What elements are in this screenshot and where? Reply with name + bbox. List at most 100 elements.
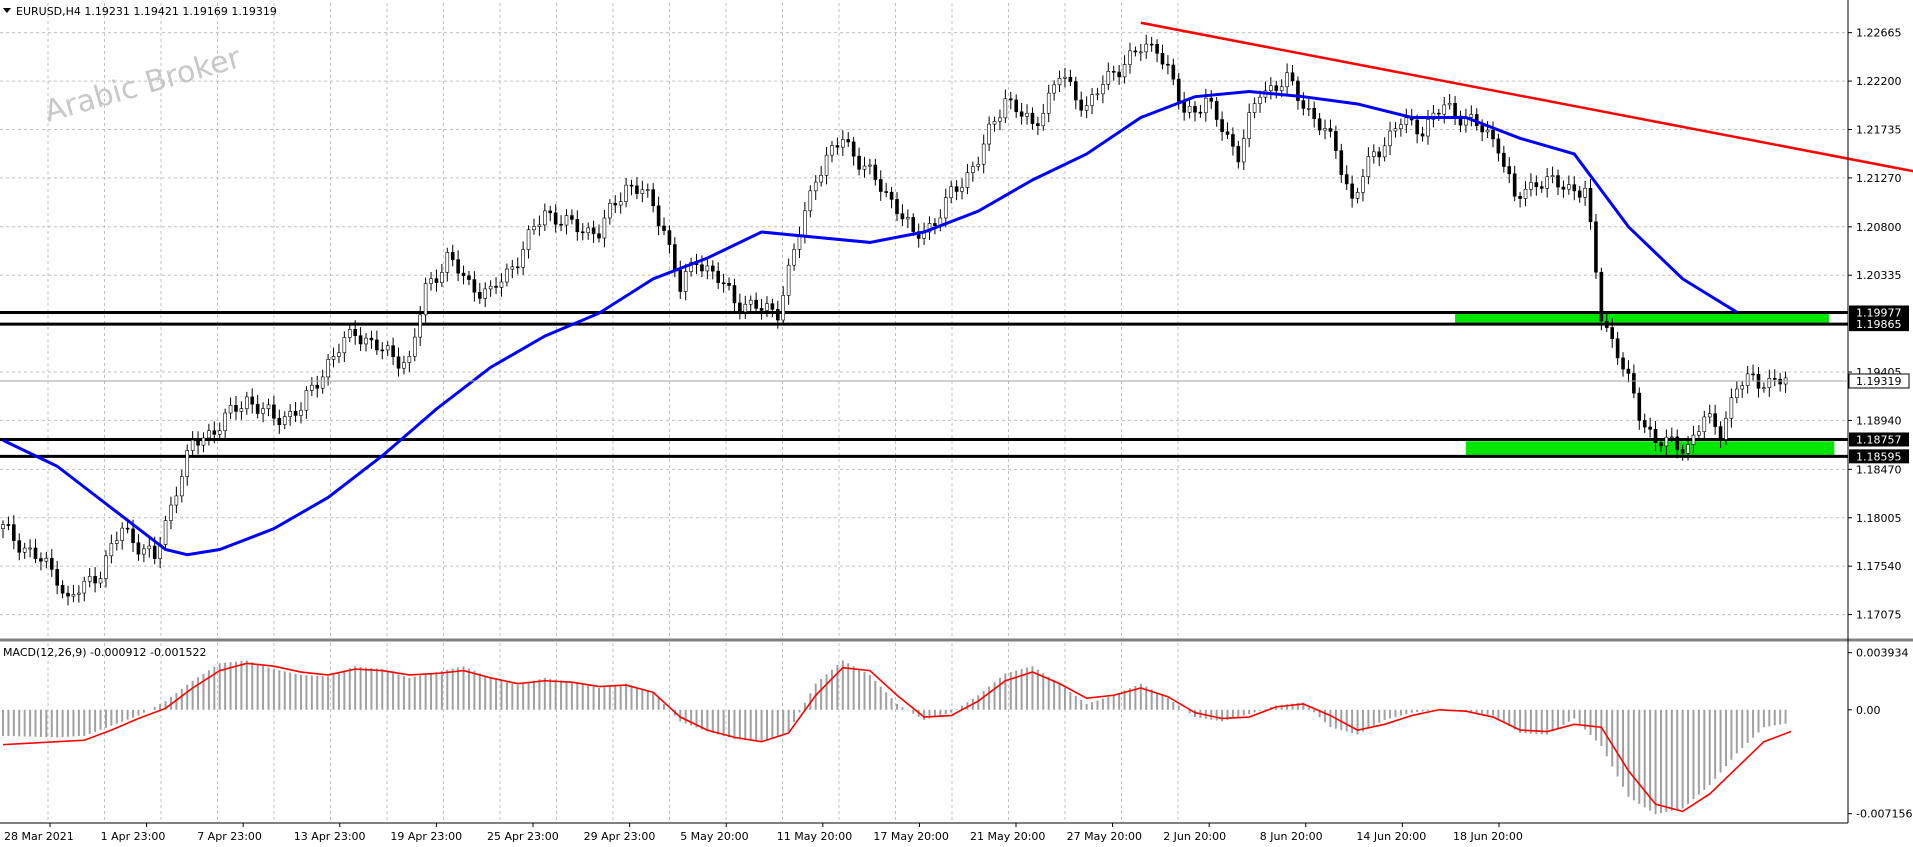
candle-body xyxy=(1355,192,1360,199)
x-tick-label: 25 Apr 23:00 xyxy=(487,830,559,843)
candle-body xyxy=(1599,271,1604,322)
candle-body xyxy=(656,205,661,227)
dropdown-triangle-icon[interactable] xyxy=(3,8,11,13)
candle-body xyxy=(1762,387,1766,390)
candle-body xyxy=(618,201,623,206)
candle-body xyxy=(1025,112,1029,117)
candle-body xyxy=(412,336,417,357)
candle-body xyxy=(483,288,488,299)
candle-body xyxy=(998,117,1002,122)
candle-body xyxy=(391,345,395,358)
candle-body xyxy=(331,356,336,360)
candle-body xyxy=(169,504,173,521)
candle-body xyxy=(1399,124,1403,130)
candle-body xyxy=(1437,112,1441,115)
candle-body xyxy=(180,476,184,497)
candle-body xyxy=(564,215,569,226)
candle-body xyxy=(207,430,211,439)
grid xyxy=(0,3,1848,823)
candle-body xyxy=(635,185,639,194)
candle-body xyxy=(1523,188,1528,199)
candle-body xyxy=(1036,123,1040,127)
candle-body xyxy=(1594,221,1598,273)
x-tick-label: 7 Apr 23:00 xyxy=(197,830,262,843)
candle-body xyxy=(1642,420,1647,428)
candle-body xyxy=(1583,187,1587,198)
candle-body xyxy=(1539,186,1544,189)
candle-body xyxy=(1724,418,1728,440)
candle-body xyxy=(1079,99,1084,111)
x-tick-label: 13 Apr 23:00 xyxy=(294,830,366,843)
candle-body xyxy=(1577,190,1582,198)
candle-body xyxy=(1361,176,1365,193)
candle-body xyxy=(1225,131,1230,135)
x-tick-label: 5 May 20:00 xyxy=(680,830,748,843)
candle-body xyxy=(1659,442,1663,447)
candle-body xyxy=(1404,117,1409,125)
candle-body xyxy=(884,191,888,193)
candle-body xyxy=(342,337,347,354)
candle-body xyxy=(906,217,910,220)
candle-body xyxy=(239,408,244,412)
candle-body xyxy=(987,123,991,145)
candle-body xyxy=(846,139,851,143)
candle-body xyxy=(1686,444,1690,454)
candle-body xyxy=(949,186,953,198)
candle-body xyxy=(66,592,70,597)
candle-body xyxy=(353,329,357,336)
candle-body xyxy=(272,404,276,419)
trendline[interactable] xyxy=(1140,21,1913,210)
candle-body xyxy=(1745,373,1750,386)
candle-body xyxy=(1122,64,1127,78)
candle-body xyxy=(591,227,596,235)
horizontal-levels[interactable] xyxy=(0,310,1848,458)
candle-body xyxy=(645,189,650,191)
candle-body xyxy=(1344,174,1349,185)
moving-average xyxy=(2,89,1738,557)
candle-body xyxy=(1274,85,1279,91)
macd-y-tick-label: 0.00 xyxy=(1856,704,1881,717)
candle-body xyxy=(1512,173,1517,197)
candle-body xyxy=(1220,119,1224,133)
candle-body xyxy=(808,190,813,212)
candle-body xyxy=(55,569,59,586)
candle-body xyxy=(1117,71,1121,78)
candle-body xyxy=(1372,151,1376,157)
candle-body xyxy=(131,528,135,544)
candle-body xyxy=(142,548,146,555)
candle-body xyxy=(1269,85,1273,92)
candle-body xyxy=(721,282,726,285)
candle-body xyxy=(526,229,531,250)
candle-body xyxy=(1388,130,1392,147)
candle-body xyxy=(878,179,883,192)
candle-body xyxy=(1556,175,1560,188)
candle-body xyxy=(1377,151,1382,158)
candle-body xyxy=(385,345,390,351)
candle-body xyxy=(602,217,607,239)
candle-body xyxy=(380,349,385,352)
candle-body xyxy=(1702,416,1707,433)
candle-body xyxy=(1128,50,1132,65)
candle-body xyxy=(60,585,65,594)
candle-body xyxy=(1317,118,1322,131)
candle-body xyxy=(499,281,504,288)
level-price-label: 1.18757 xyxy=(1856,433,1902,446)
current-price-label: 1.19319 xyxy=(1856,375,1902,388)
candle-body xyxy=(580,231,585,234)
candle-body xyxy=(201,437,206,446)
candle-body xyxy=(1101,84,1105,95)
candle-body xyxy=(575,219,580,233)
y-tick-label: 1.18470 xyxy=(1856,463,1902,476)
candle-body xyxy=(1502,152,1506,167)
candle-body xyxy=(472,279,477,293)
red-trendline[interactable] xyxy=(1140,21,1913,210)
candle-body xyxy=(1171,64,1176,80)
candle-body xyxy=(1778,378,1782,385)
candle-body xyxy=(781,295,786,321)
candle-body xyxy=(190,439,195,451)
candle-body xyxy=(109,543,114,557)
x-tick-label: 18 Jun 20:00 xyxy=(1453,830,1523,843)
price-candles xyxy=(1,34,1788,606)
candle-body xyxy=(98,578,103,584)
